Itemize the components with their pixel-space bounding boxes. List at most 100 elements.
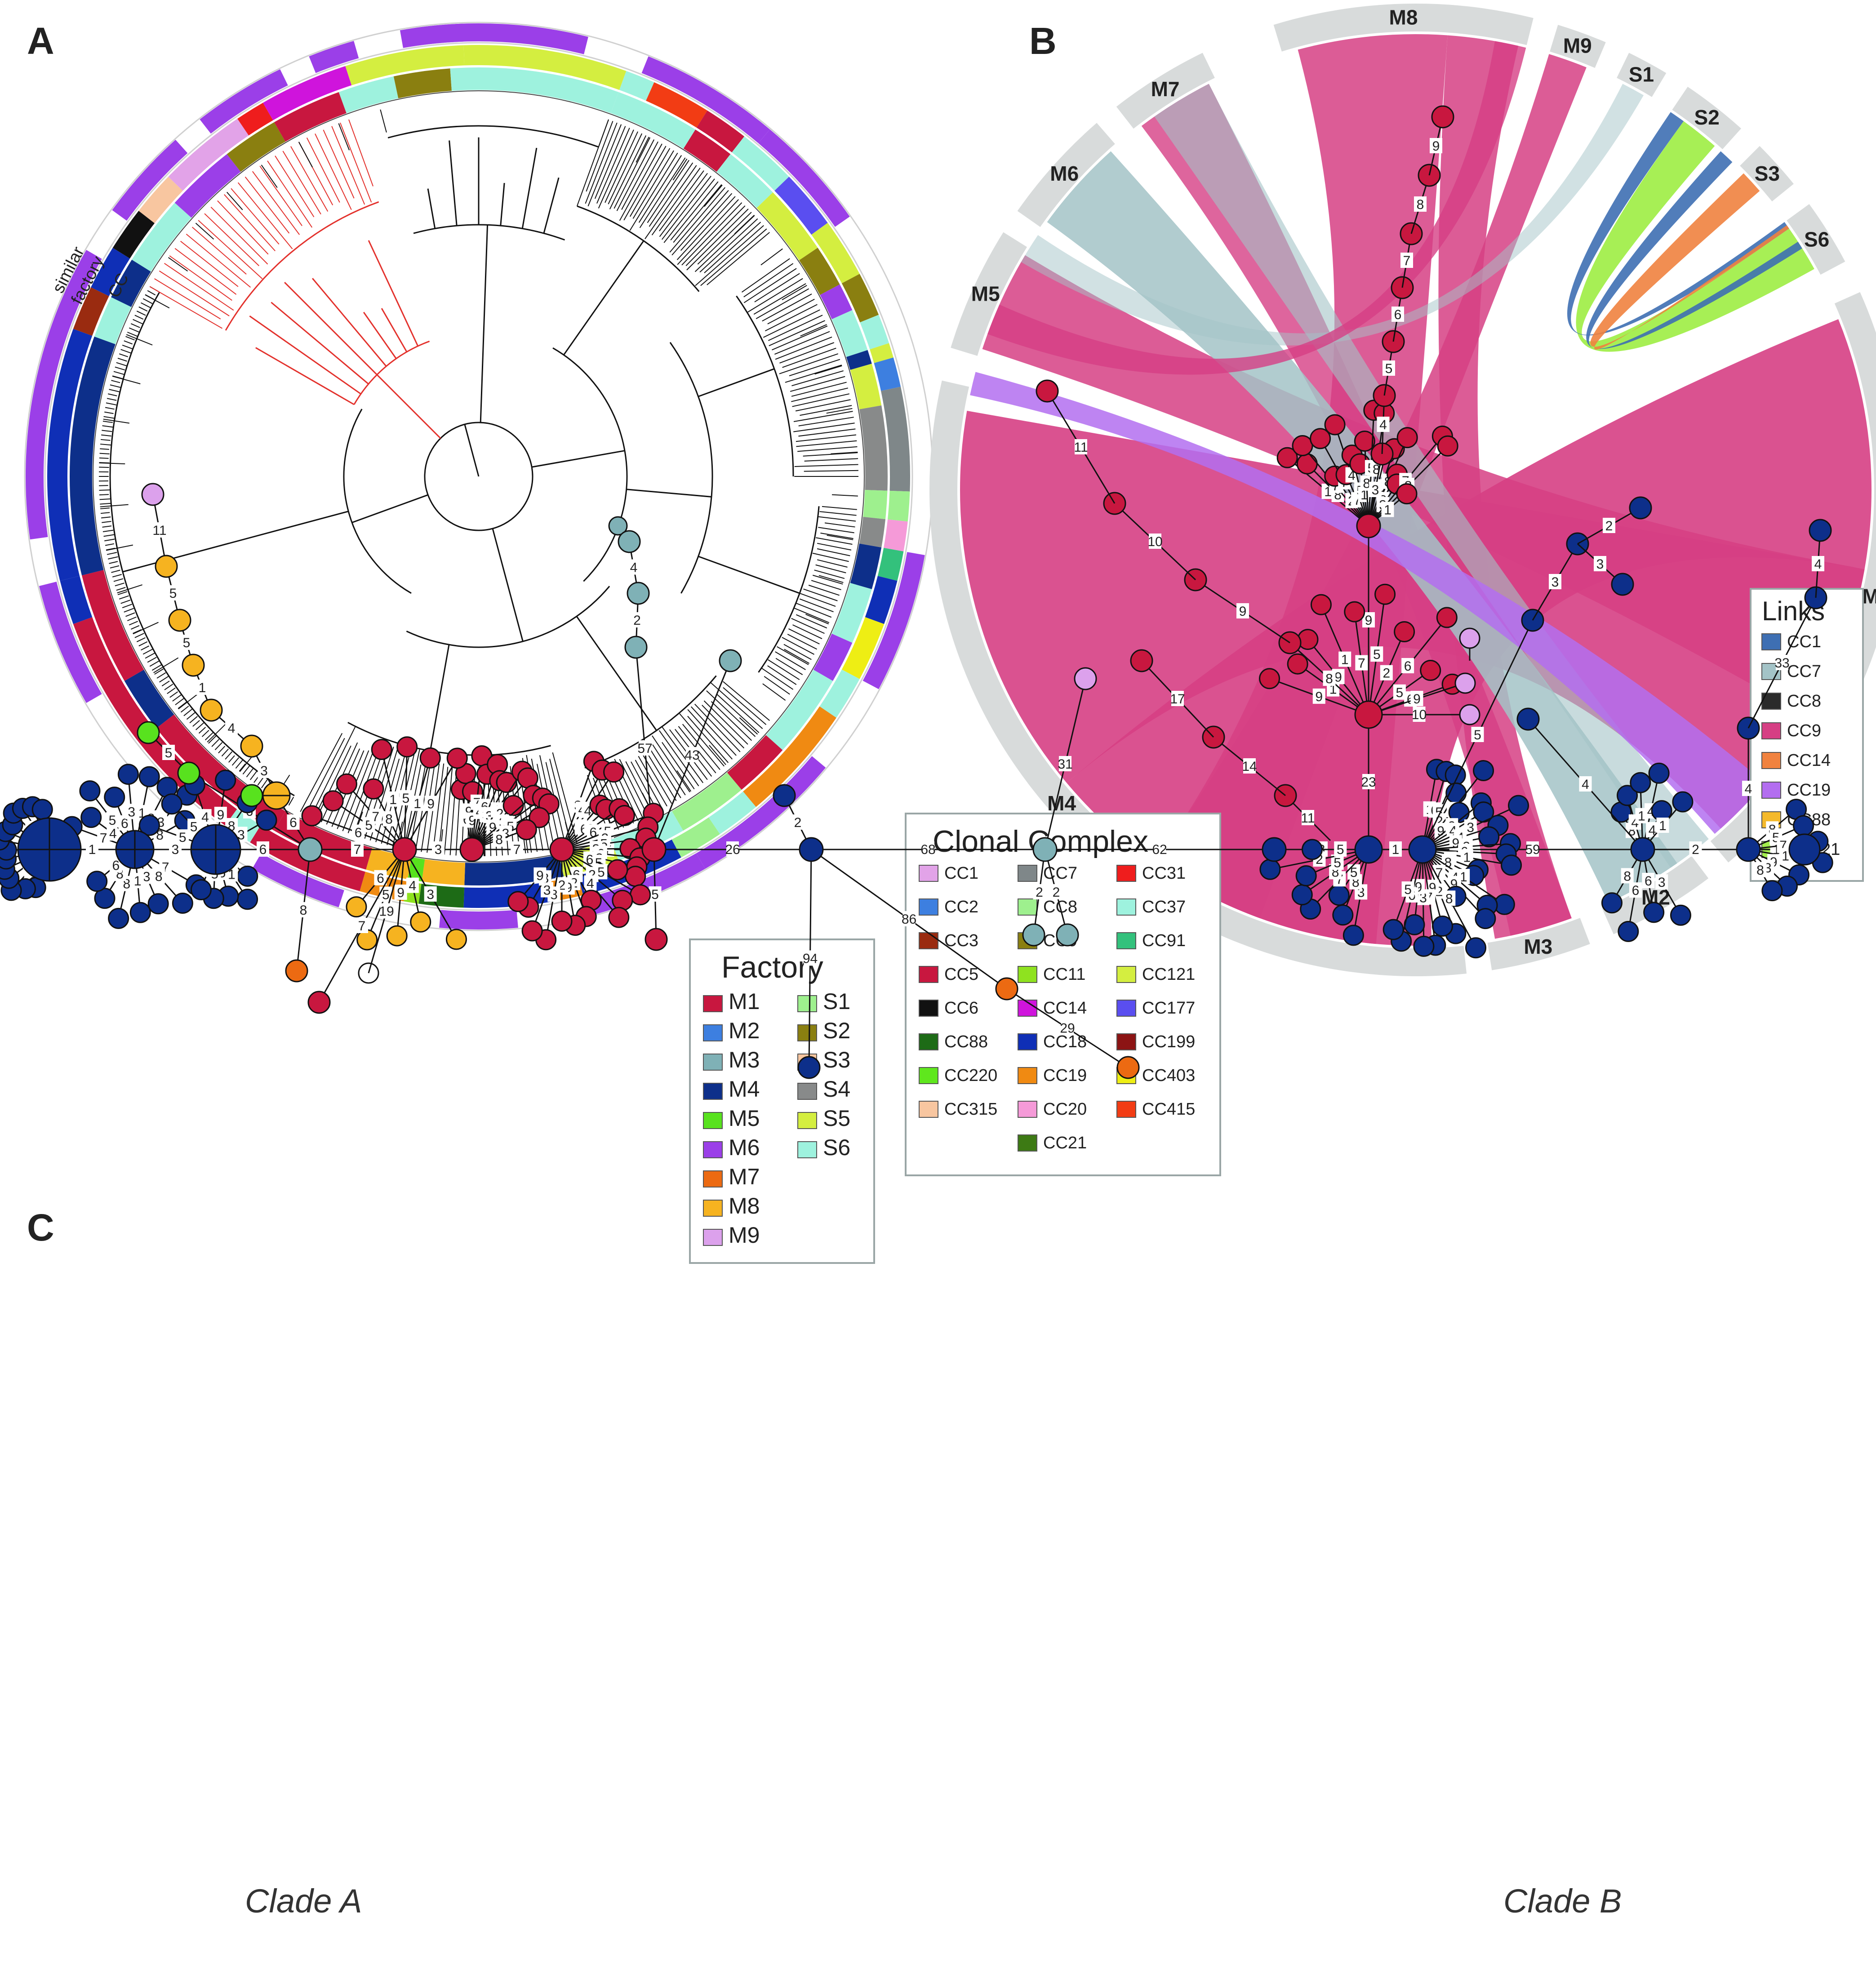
edge-label: 1 <box>134 874 142 889</box>
tree-leaf <box>672 158 688 181</box>
edge-label: 8 <box>385 812 393 827</box>
tree-leaf <box>629 152 678 231</box>
edge-label-bg <box>1050 884 1062 899</box>
tree-arc <box>406 586 610 648</box>
edge-label: 2 <box>1605 519 1613 534</box>
cc-legend-item-swatch <box>919 1033 938 1050</box>
tree-leaf <box>103 418 130 424</box>
tree-leaf <box>690 706 737 756</box>
edge-label: 9 <box>489 820 497 835</box>
factory-ring-segment <box>850 364 882 409</box>
tree-leaf <box>796 434 857 442</box>
network-node <box>608 516 628 536</box>
tree-branch <box>255 347 355 405</box>
tree-branch <box>312 278 387 367</box>
edge-label-bg <box>584 875 597 891</box>
tree-leaf <box>107 556 118 560</box>
edge-label: 9 <box>217 808 224 823</box>
chord-segment-label: M7 <box>1151 77 1180 101</box>
tree-leaf <box>723 681 770 721</box>
tree-leaf <box>662 742 695 790</box>
edge-label-bg <box>356 918 368 933</box>
edge-label: 5 <box>1373 647 1381 662</box>
tree-leaf <box>775 658 803 675</box>
edge-label: 29 <box>1060 1021 1075 1036</box>
network-node <box>446 747 468 769</box>
network-node <box>419 747 441 769</box>
tree-leaf <box>192 720 200 727</box>
cc-ring-segment <box>874 357 901 391</box>
factory-ring-segment <box>820 284 853 320</box>
edge-label: 62 <box>1152 842 1167 857</box>
factory-ring-segment <box>82 570 144 681</box>
tree-leaf <box>716 694 760 733</box>
network-node <box>177 761 200 785</box>
edge-label-bg <box>1355 655 1368 671</box>
edge-label: 43 <box>685 748 699 763</box>
tree-leaf <box>380 109 387 133</box>
factory-ring-segment <box>813 633 853 681</box>
links-legend-item-label: CC19 <box>1787 781 1831 800</box>
edge-label-bg <box>258 763 271 778</box>
network-node <box>392 837 417 862</box>
factory-legend-item-label: S3 <box>823 1047 850 1072</box>
edge-label: 7 <box>1403 253 1411 268</box>
edge-label-bg <box>382 811 396 827</box>
chord-segment-m7 <box>1116 53 1215 129</box>
tree-leaf <box>800 324 827 337</box>
tree-leaf <box>169 255 232 301</box>
tree-leaf <box>111 569 120 573</box>
edge-label: 9 <box>1334 670 1342 685</box>
tree-leaf <box>680 193 733 251</box>
tree-leaf <box>794 607 830 623</box>
tree-leaf <box>113 578 124 582</box>
tree-leaf <box>763 309 820 338</box>
edge-label-bg <box>1171 691 1184 706</box>
factory-ring-segment <box>683 129 731 172</box>
tree-leaf <box>768 659 800 680</box>
network-node <box>346 896 367 918</box>
cc-legend-item-swatch <box>1116 966 1136 983</box>
network-nodes <box>17 483 1821 1079</box>
tree-arc <box>424 449 479 531</box>
tree-leaf <box>694 703 741 752</box>
cc-legend-item-swatch <box>1116 1101 1136 1118</box>
edge-label: 5 <box>1337 842 1344 857</box>
edge-label: 3 <box>260 764 268 778</box>
tree-leaf <box>149 286 222 329</box>
network-node <box>141 483 164 506</box>
tree-leaf <box>779 342 835 364</box>
edge-label: 7 <box>513 842 521 857</box>
edge-label: 6 <box>586 853 594 867</box>
edge-label: 6 <box>121 816 129 831</box>
tree-arc <box>225 201 379 331</box>
tree-leaf <box>805 614 829 625</box>
factory-legend-item-label: S2 <box>823 1018 850 1043</box>
edge-label-bg <box>1347 864 1360 880</box>
tree-leaf <box>130 625 140 630</box>
tree-leaf <box>791 382 847 397</box>
tree-leaf <box>791 370 844 387</box>
network-node <box>1354 700 1383 729</box>
network-node <box>521 920 543 942</box>
factory-ring-segment <box>338 76 399 113</box>
factory-ring-segment <box>393 68 452 98</box>
cc-ring-segment <box>646 82 707 128</box>
tree-leaf <box>819 511 857 516</box>
tree-leaf <box>249 771 257 780</box>
factory-ring-segment <box>799 248 840 295</box>
tree-leaf <box>207 721 228 743</box>
network-node <box>1324 414 1346 436</box>
tree-leaf <box>106 402 117 405</box>
tree-leaf <box>827 534 854 540</box>
tree-branch <box>427 188 436 229</box>
factory-ring-segment <box>422 859 465 885</box>
tree-leaf <box>432 763 445 854</box>
cc-legend-item-swatch <box>1018 865 1037 882</box>
tree-leaf <box>703 700 748 745</box>
edge-label-bg <box>1059 756 1071 771</box>
tree-leaf <box>290 146 329 212</box>
factory-ring-segment <box>831 310 868 357</box>
tree-leaf <box>120 349 131 354</box>
